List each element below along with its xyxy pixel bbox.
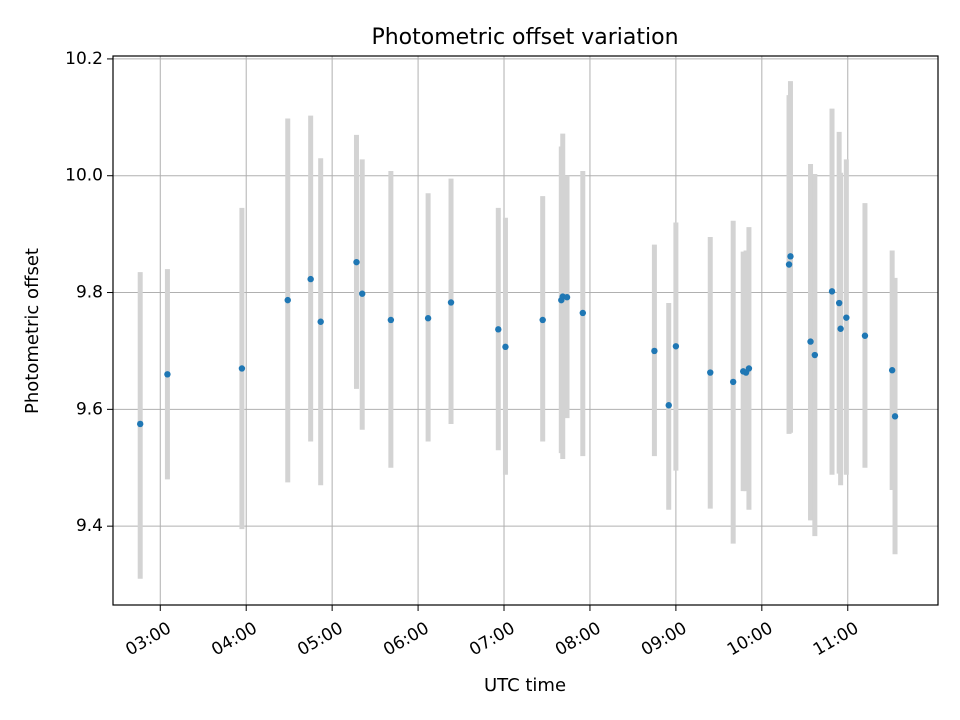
grid xyxy=(113,56,938,605)
plot-frame xyxy=(112,55,939,606)
y-axis-label: Photometric offset xyxy=(22,248,43,414)
y-tick-label: 9.4 xyxy=(76,516,103,536)
data-point xyxy=(729,378,737,386)
data-point xyxy=(861,332,869,339)
x-axis-label: UTC time xyxy=(484,675,566,696)
data-point xyxy=(495,326,502,333)
data-point xyxy=(835,299,843,307)
data-point xyxy=(539,316,546,324)
y-tick-label: 9.8 xyxy=(76,283,103,303)
data-point xyxy=(359,290,366,297)
data-point xyxy=(891,413,899,420)
data-point xyxy=(651,347,658,355)
data-point xyxy=(579,309,586,317)
data-point xyxy=(811,351,819,359)
data-point xyxy=(284,296,291,304)
data-point xyxy=(828,288,836,295)
data-point xyxy=(888,367,896,374)
data-point xyxy=(387,316,395,324)
data-point xyxy=(563,294,571,301)
chart-title: Photometric offset variation xyxy=(371,25,678,50)
data-point xyxy=(238,365,246,372)
data-point xyxy=(353,258,360,266)
data-point xyxy=(137,420,144,428)
data-point xyxy=(317,318,324,325)
data-point xyxy=(164,371,171,378)
data-point xyxy=(502,343,509,351)
y-tick-label: 10.2 xyxy=(65,49,103,69)
data-point xyxy=(447,299,455,306)
data-point xyxy=(837,325,844,332)
data-point xyxy=(707,369,714,376)
data-point xyxy=(672,343,680,350)
y-tick-label: 9.6 xyxy=(76,399,103,419)
data-points xyxy=(137,253,899,428)
data-point xyxy=(807,338,814,345)
data-point xyxy=(745,365,753,372)
data-point xyxy=(307,275,314,283)
y-tick-label: 10.0 xyxy=(65,166,103,186)
data-point xyxy=(785,261,793,268)
data-point xyxy=(843,314,850,321)
data-point xyxy=(665,402,672,409)
data-point xyxy=(424,315,432,322)
data-point xyxy=(787,253,794,260)
y-axis: 9.4 9.6 9.8 10.0 10.2 xyxy=(65,49,113,536)
